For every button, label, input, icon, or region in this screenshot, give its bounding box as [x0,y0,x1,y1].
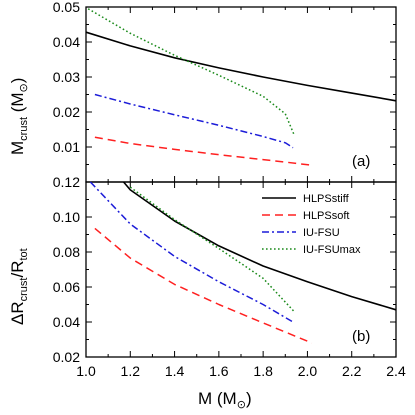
x-tick-label: 1.8 [253,363,273,379]
y-ticks-a: 0.01 0.02 0.03 0.04 0.05 [53,0,396,165]
y-tick-label: 0.01 [53,139,80,155]
y-axis-label-a-sub: crust [18,117,30,141]
plot-frame-a [85,6,397,183]
y-axis-label-b: ΔRcrust/Rtot [8,248,30,325]
series-line-iu-fsu [89,181,294,323]
plot-frame-b [85,181,397,358]
y-tick-label: 0.02 [53,349,80,365]
series-line-hlpsstiff [122,181,397,311]
legend-label-iu-fsumax: IU-FSUmax [303,244,361,256]
y-axis-label-a-unit-open: (M [8,92,27,117]
series-group-a [85,8,397,166]
x-axis-label: M (M⊙) [198,389,252,411]
x-axis-label-close: ) [246,389,252,408]
x-tick-label: 2.2 [342,363,362,379]
y-axis-label-b-delta: ΔR [8,301,27,325]
y-axis-label-b-slash: /R [8,261,27,278]
series-group-b [89,181,397,344]
y-axis-label-b-sub2: tot [18,248,30,260]
y-axis-label-a-unit-symbol: ⊙ [18,83,30,92]
y-tick-label: 0.12 [53,174,80,190]
x-ticks-a [85,7,397,182]
series-line-hlpsstiff [85,31,397,102]
panel-label-a: (a) [352,153,370,170]
x-tick-label: 1.4 [165,363,185,379]
y-tick-label: 0.06 [53,279,80,295]
legend: HLPSstiff HLPSsoft IU-FSU IU-FSUmax [262,193,361,256]
legend-label-hlpsstiff: HLPSstiff [303,193,350,205]
x-axis-label-main: M (M [198,389,237,408]
y-tick-label: 0.04 [53,314,80,330]
series-line-iu-fsumax [87,8,295,136]
legend-label-iu-fsu: IU-FSU [303,227,340,239]
x-tick-label: 2.0 [298,363,318,379]
legend-label-hlpssoft: HLPSsoft [303,210,349,222]
y-tick-label: 0.04 [53,34,80,50]
panel-a: 0.01 0.02 0.03 0.04 0.05 (a) Mcrust (M⊙) [8,0,397,183]
x-tick-label: 1.6 [209,363,229,379]
y-tick-label: 0.03 [53,69,80,85]
series-line-hlpssoft [94,227,313,344]
y-tick-label: 0.02 [53,104,80,120]
y-axis-label-b-sub1: crust [18,278,30,302]
x-axis-label-symbol: ⊙ [237,399,246,411]
series-line-iu-fsu [94,93,294,149]
x-tick-label: 2.4 [386,363,406,379]
y-axis-label-a-main: M [8,141,27,155]
y-axis-label-a-unit-close: ) [8,78,27,84]
y-tick-label: 0.05 [53,0,80,15]
y-ticks-b: 0.02 0.04 0.06 0.08 0.10 0.12 [53,174,396,365]
y-tick-label: 0.10 [53,209,80,225]
y-axis-label-a: Mcrust (M⊙) [8,78,30,155]
x-tick-label: 1.2 [121,363,141,379]
x-tick-label: 1.0 [76,363,96,379]
panel-label-b: (b) [352,328,370,345]
y-tick-label: 0.08 [53,244,80,260]
x-ticks-b: 1.0 1.2 1.4 1.6 1.8 2.0 2.2 2.4 [76,182,406,379]
panel-b: 0.02 0.04 0.06 0.08 0.10 0.12 1.0 1.2 1.4 1.6 1.8… [8,174,406,379]
series-line-iu-fsumax [129,186,295,313]
